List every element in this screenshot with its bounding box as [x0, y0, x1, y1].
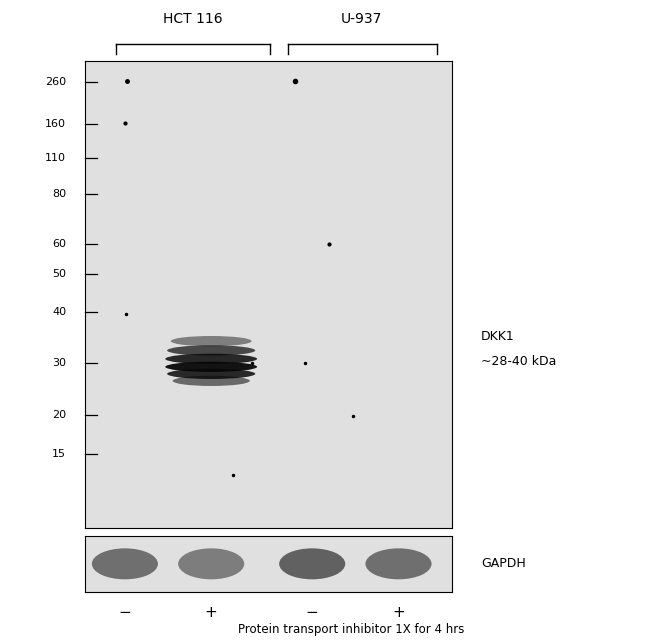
Text: 50: 50 [52, 269, 66, 279]
Text: 60: 60 [52, 239, 66, 250]
Text: −: − [306, 605, 318, 620]
Text: 80: 80 [52, 189, 66, 199]
Text: Protein transport inhibitor 1X for 4 hrs: Protein transport inhibitor 1X for 4 hrs [239, 623, 465, 636]
Text: 160: 160 [45, 119, 66, 129]
Ellipse shape [178, 548, 244, 579]
Ellipse shape [365, 548, 432, 579]
Ellipse shape [92, 548, 158, 579]
Ellipse shape [171, 336, 252, 346]
Text: ~28-40 kDa: ~28-40 kDa [481, 355, 556, 368]
Text: 40: 40 [52, 307, 66, 317]
Text: GAPDH: GAPDH [481, 557, 526, 570]
Text: +: + [392, 605, 405, 620]
Ellipse shape [165, 354, 257, 364]
Text: 20: 20 [52, 410, 66, 420]
Ellipse shape [167, 369, 255, 379]
Text: +: + [205, 605, 218, 620]
Ellipse shape [279, 548, 345, 579]
Text: DKK1: DKK1 [481, 330, 515, 344]
Text: −: − [118, 605, 131, 620]
Text: U-937: U-937 [341, 12, 382, 26]
Ellipse shape [167, 346, 255, 356]
Text: 30: 30 [52, 358, 66, 368]
Text: 15: 15 [52, 449, 66, 459]
Text: 110: 110 [45, 152, 66, 163]
Text: 260: 260 [45, 77, 66, 87]
Ellipse shape [165, 362, 257, 372]
Ellipse shape [173, 376, 250, 386]
Text: HCT 116: HCT 116 [163, 12, 223, 26]
